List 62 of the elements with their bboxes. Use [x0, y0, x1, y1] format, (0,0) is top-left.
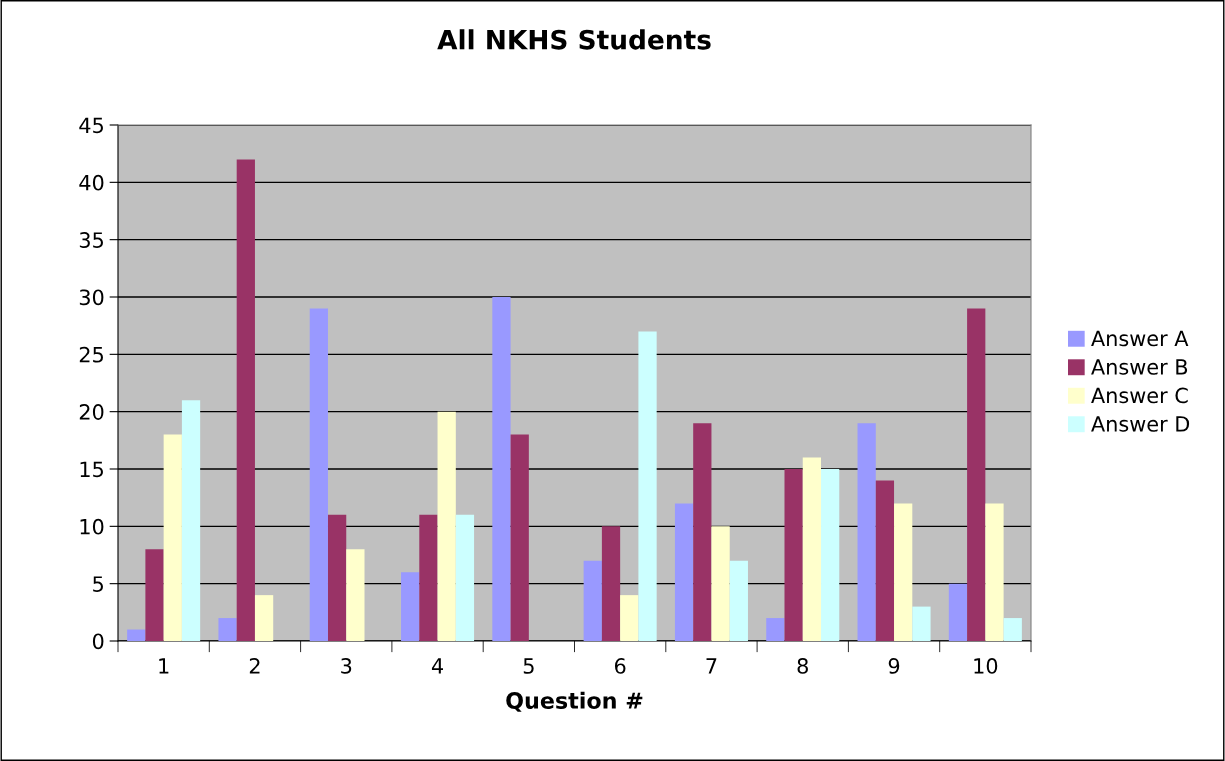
bar [145, 549, 164, 641]
bar [254, 595, 274, 641]
bar [729, 560, 748, 641]
y-tick-label: 25 [79, 346, 103, 363]
bar [638, 331, 657, 641]
y-tick-label: 20 [79, 404, 104, 420]
bar [419, 514, 438, 641]
x-tick-label: 3 [341, 658, 352, 674]
x-tick-label: 4 [431, 658, 444, 674]
bar [236, 159, 255, 641]
y-tick-label: 40 [79, 174, 104, 191]
x-tick-label: 9 [888, 658, 900, 674]
bar [674, 503, 694, 641]
bar [711, 526, 730, 641]
x-tick-label: 8 [797, 658, 808, 674]
x-tick-label: 5 [523, 658, 534, 674]
legend-label: Answer A [1091, 330, 1189, 347]
y-tick-label: 15 [80, 461, 103, 478]
y-tick-label: 5 [93, 576, 103, 592]
bar [601, 526, 621, 641]
bar [821, 469, 840, 641]
y-tick-label: 45 [79, 117, 103, 134]
y-tick-label: 0 [92, 633, 104, 650]
bar [401, 572, 420, 641]
x-tick-label: 7 [706, 658, 717, 674]
y-tick-label: 35 [79, 232, 103, 248]
bar [346, 549, 365, 641]
bar [894, 503, 913, 641]
bar [766, 618, 785, 641]
x-axis-title: Question # [506, 691, 643, 712]
bar [985, 503, 1004, 641]
y-tick-label: 10 [80, 518, 104, 535]
bar [875, 480, 895, 641]
bar [784, 469, 803, 641]
bar [857, 423, 876, 641]
x-tick-label: 10 [974, 658, 998, 674]
bar [912, 606, 931, 641]
bar [510, 434, 529, 641]
bar [309, 308, 328, 641]
bar [437, 411, 456, 641]
bar [218, 618, 237, 641]
bar [967, 308, 986, 641]
bar [620, 595, 639, 641]
bar [163, 434, 182, 641]
legend-label: Answer C [1091, 387, 1188, 404]
x-tick-label: 1 [159, 658, 169, 674]
bar [802, 457, 822, 641]
bar [583, 560, 602, 641]
x-tick-label: 6 [614, 658, 626, 674]
bar [327, 514, 347, 641]
chart-title: All NKHS Students [437, 29, 711, 50]
bar [948, 583, 968, 641]
bar [455, 514, 475, 641]
bar [181, 400, 201, 641]
bar [1003, 618, 1022, 641]
bar [492, 297, 511, 641]
legend-label: Answer D [1091, 416, 1190, 432]
y-tick-label: 30 [79, 289, 104, 306]
x-tick-label: 2 [249, 658, 260, 674]
bar [693, 423, 712, 641]
legend-label: Answer B [1091, 359, 1188, 375]
bar [127, 629, 146, 641]
